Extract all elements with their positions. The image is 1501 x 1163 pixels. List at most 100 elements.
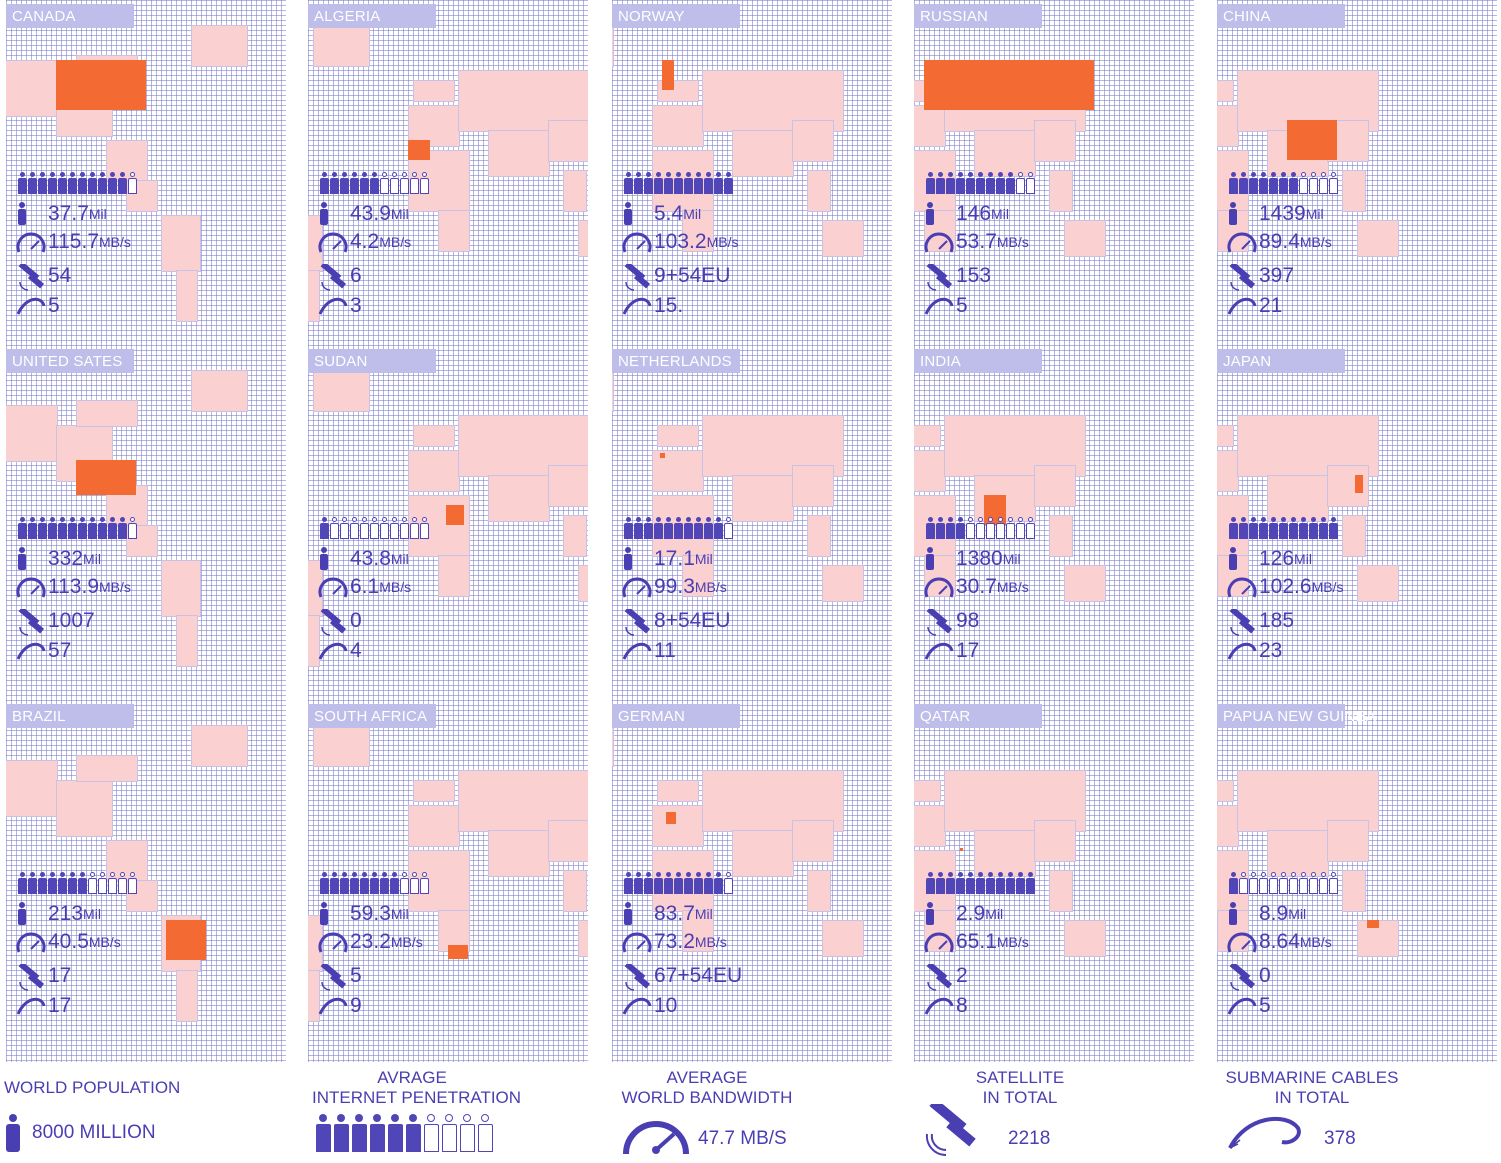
person-body [410,178,419,194]
satellite-icon [924,961,953,991]
land-mass [308,270,320,322]
person-body [88,523,97,539]
person-body [360,523,369,539]
satellites-stat: 6 [318,261,362,291]
person-body [380,878,389,894]
person-head [100,872,105,877]
person-head [656,172,661,177]
satellites-stat: 185 [1227,606,1294,636]
person-icon [622,202,648,226]
country-panel: UNITED SATES 332 Mil 113.9 MB/s 1007 57 [6,345,286,690]
person-head [319,1114,327,1122]
person-icon [28,872,37,894]
person-body [1016,178,1025,194]
person-icon [966,872,975,894]
cable-icon [16,639,46,663]
satellites-stat: 153 [924,261,991,291]
person-icon [976,872,985,894]
person-head [726,517,731,522]
cables-value: 23 [1259,639,1283,662]
population-value: 83.7 [654,902,695,925]
person-icon [714,172,723,194]
bandwidth-stat: 99.3 MB/s [622,575,727,599]
person-body [1309,523,1318,539]
speedometer-icon [622,930,652,954]
person-icon [1026,872,1035,894]
country-panel: CANADA 37.7 Mil 115.7 MB/s 54 5 [6,0,286,345]
person-head [402,872,407,877]
person-head [1251,872,1256,877]
person-body [330,878,339,894]
land-mass [308,615,320,667]
person-icon [1227,902,1253,926]
person-icon [1239,872,1248,894]
person-body [388,1124,403,1152]
person-body [996,878,1005,894]
bandwidth-value: 103.2 [654,230,707,253]
person-head [352,172,357,177]
person-body [320,178,329,194]
person-head [938,872,943,877]
cables-stat: 17 [924,639,979,663]
speedometer-icon [924,230,954,254]
person-icon [986,172,995,194]
person-body [986,523,995,539]
person-head [686,872,691,877]
population-unit: Mil [390,206,409,222]
satellite-icon [924,261,953,291]
person-icon [390,517,399,539]
highlighted-country [666,812,676,824]
highlighted-country [1287,120,1337,160]
population-value: 332 [48,547,84,570]
person-icon [634,517,643,539]
person-body [370,523,379,539]
person-body [58,178,67,194]
person-body [724,523,733,539]
person-head [427,1114,435,1122]
person-head [1321,172,1326,177]
highlighted-country [166,920,206,960]
cables-value: 57 [48,639,72,662]
land-mass [657,425,699,447]
person-head [362,172,367,177]
person-icon [340,517,349,539]
person-icon [946,517,955,539]
person-head [110,517,115,522]
cables-stat: 17 [16,994,71,1018]
person-body [1279,178,1288,194]
land-mass [652,805,704,847]
land-mass [1217,780,1234,802]
land-mass [792,465,834,507]
population-value: 1380 [956,547,1003,570]
person-head [646,517,651,522]
person-body [128,523,137,539]
person-head [706,172,711,177]
person-body [946,178,955,194]
person-icon [946,872,955,894]
person-head [332,517,337,522]
land-mass [1064,220,1106,257]
person-head [656,872,661,877]
footer-cables-value: 378 [1324,1128,1356,1149]
person-head [1331,517,1336,522]
population-unit: Mil [1002,551,1021,567]
person-body [330,523,339,539]
person-body [108,523,117,539]
person-head [948,517,953,522]
person-icon [18,172,27,194]
person-head [50,872,55,877]
population-stat: 1380 Mil [924,547,1021,571]
person-body [966,878,975,894]
person-body [634,178,643,194]
person-icon [714,517,723,539]
satellite-icon [16,961,45,991]
person-body [370,878,379,894]
land-mass [413,425,455,447]
land-mass [807,170,831,212]
penetration-people-row [926,872,1035,894]
satellites-value: 8+54EU [654,609,731,632]
person-icon [986,872,995,894]
person-icon [674,872,683,894]
population-unit: Mil [390,551,409,567]
person-icon [684,872,693,894]
